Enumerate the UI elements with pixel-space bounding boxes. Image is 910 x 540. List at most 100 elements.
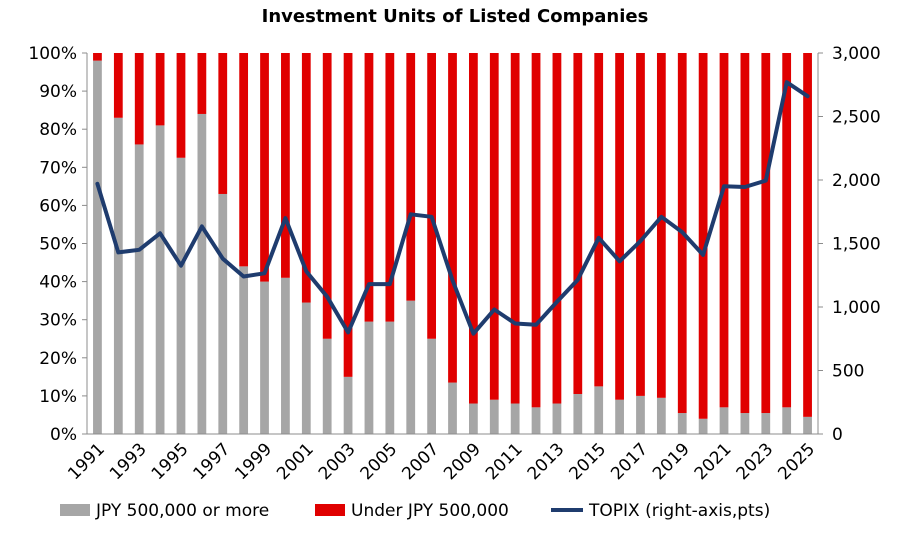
- legend-label-topix: TOPIX (right-axis,pts): [588, 501, 770, 521]
- bar-jpy-500000-or-more: [343, 376, 353, 434]
- x-axis-tick-label: 2019: [649, 439, 694, 484]
- legend-swatch-jpy-500000-or-more: [60, 504, 90, 516]
- bar-under-jpy-500000: [427, 53, 437, 339]
- bar-under-jpy-500000: [281, 53, 290, 278]
- bar-under-jpy-500000: [489, 53, 499, 400]
- x-axis-tick-label: 2007: [398, 439, 443, 484]
- bar-jpy-500000-or-more: [93, 60, 102, 435]
- bar-jpy-500000-or-more: [719, 407, 729, 434]
- bar-jpy-500000-or-more: [803, 416, 812, 434]
- bar-under-jpy-500000: [636, 53, 645, 396]
- left-axis-tick-label: 100%: [28, 44, 77, 64]
- bar-under-jpy-500000: [134, 53, 144, 145]
- bar-jpy-500000-or-more: [197, 113, 207, 435]
- bar-under-jpy-500000: [656, 53, 666, 398]
- bar-jpy-500000-or-more: [615, 399, 624, 434]
- x-axis-tick-label: 1995: [148, 439, 193, 484]
- left-axis-tick-label: 20%: [39, 349, 77, 369]
- bar-under-jpy-500000: [364, 53, 374, 322]
- bar-under-jpy-500000: [448, 53, 457, 383]
- left-axis-tick-label: 30%: [39, 311, 77, 331]
- bar-jpy-500000-or-more: [427, 338, 437, 434]
- left-axis-tick-label: 40%: [39, 273, 77, 293]
- left-axis-tick-label: 70%: [39, 158, 77, 178]
- x-axis-tick-label: 2021: [691, 439, 736, 484]
- x-axis-tick-label: 1993: [106, 439, 151, 484]
- bar-jpy-500000-or-more: [239, 266, 249, 434]
- x-axis-tick-label: 2001: [273, 439, 318, 484]
- x-axis-tick-label: 2025: [774, 439, 819, 484]
- left-axis-tick-label: 60%: [39, 196, 77, 216]
- bar-jpy-500000-or-more: [281, 277, 290, 434]
- bar-jpy-500000-or-more: [594, 386, 604, 434]
- bar-under-jpy-500000: [260, 53, 269, 282]
- bar-under-jpy-500000: [239, 53, 249, 267]
- bar-jpy-500000-or-more: [761, 413, 771, 434]
- bar-jpy-500000-or-more: [406, 300, 416, 434]
- bar-jpy-500000-or-more: [155, 125, 165, 434]
- bar-under-jpy-500000: [803, 53, 812, 417]
- left-axis-tick-label: 50%: [39, 235, 77, 255]
- legend-swatch-under-jpy-500000: [315, 504, 345, 516]
- x-axis-tick-label: 2005: [357, 439, 402, 484]
- bar-under-jpy-500000: [573, 53, 583, 394]
- right-axis-tick-label: 1,000: [832, 298, 881, 318]
- bar-jpy-500000-or-more: [260, 281, 269, 434]
- bar-jpy-500000-or-more: [113, 117, 123, 435]
- bar-jpy-500000-or-more: [489, 399, 499, 434]
- bar-jpy-500000-or-more: [656, 397, 666, 434]
- bar-jpy-500000-or-more: [677, 413, 687, 434]
- bar-under-jpy-500000: [782, 53, 792, 408]
- bar-under-jpy-500000: [322, 53, 332, 339]
- bar-under-jpy-500000: [197, 53, 207, 114]
- bar-jpy-500000-or-more: [176, 157, 186, 434]
- bar-jpy-500000-or-more: [134, 144, 144, 434]
- bar-jpy-500000-or-more: [385, 321, 395, 434]
- x-axis-tick-label: 2015: [566, 439, 611, 484]
- bar-jpy-500000-or-more: [510, 403, 520, 434]
- right-axis-tick-label: 3,000: [832, 44, 881, 64]
- bar-under-jpy-500000: [594, 53, 604, 387]
- bar-jpy-500000-or-more: [322, 338, 332, 434]
- bar-under-jpy-500000: [615, 53, 624, 400]
- legend-label-under-jpy-500000: Under JPY 500,000: [351, 501, 509, 521]
- legend-label-jpy-500000-or-more: JPY 500,000 or more: [95, 501, 269, 521]
- x-axis-tick-label: 2011: [482, 439, 527, 484]
- bar-under-jpy-500000: [740, 53, 750, 414]
- bar-under-jpy-500000: [719, 53, 729, 408]
- bar-jpy-500000-or-more: [448, 382, 457, 434]
- bar-under-jpy-500000: [218, 53, 228, 194]
- right-axis-tick-label: 0: [832, 425, 843, 445]
- bar-under-jpy-500000: [176, 53, 186, 158]
- x-axis-tick-label: 2023: [733, 439, 778, 484]
- left-axis-tick-label: 0%: [50, 425, 77, 445]
- bar-under-jpy-500000: [552, 53, 562, 404]
- bar-under-jpy-500000: [343, 53, 353, 377]
- topix-line: [95, 80, 810, 336]
- bar-under-jpy-500000: [761, 53, 771, 414]
- bar-under-jpy-500000: [155, 53, 165, 126]
- bar-under-jpy-500000: [113, 53, 123, 118]
- bar-jpy-500000-or-more: [698, 418, 708, 434]
- chart-title: Investment Units of Listed Companies: [261, 6, 649, 27]
- bar-under-jpy-500000: [301, 53, 311, 303]
- bar-jpy-500000-or-more: [552, 403, 562, 434]
- bar-jpy-500000-or-more: [218, 193, 228, 434]
- bar-jpy-500000-or-more: [573, 393, 583, 434]
- x-axis-tick-label: 2013: [524, 439, 569, 484]
- bar-under-jpy-500000: [93, 53, 102, 61]
- x-axis-tick-label: 2009: [440, 439, 485, 484]
- bar-jpy-500000-or-more: [301, 302, 311, 434]
- bar-jpy-500000-or-more: [636, 395, 645, 434]
- left-axis-tick-label: 90%: [39, 82, 77, 102]
- x-axis-tick-label: 2017: [607, 439, 652, 484]
- bar-under-jpy-500000: [531, 53, 541, 408]
- right-axis-tick-label: 2,500: [832, 108, 881, 128]
- x-axis-tick-label: 2003: [315, 439, 360, 484]
- bar-jpy-500000-or-more: [531, 407, 541, 434]
- bar-under-jpy-500000: [406, 53, 416, 301]
- bar-under-jpy-500000: [698, 53, 708, 419]
- right-axis-tick-label: 500: [832, 362, 864, 382]
- right-axis-tick-label: 2,000: [832, 171, 881, 191]
